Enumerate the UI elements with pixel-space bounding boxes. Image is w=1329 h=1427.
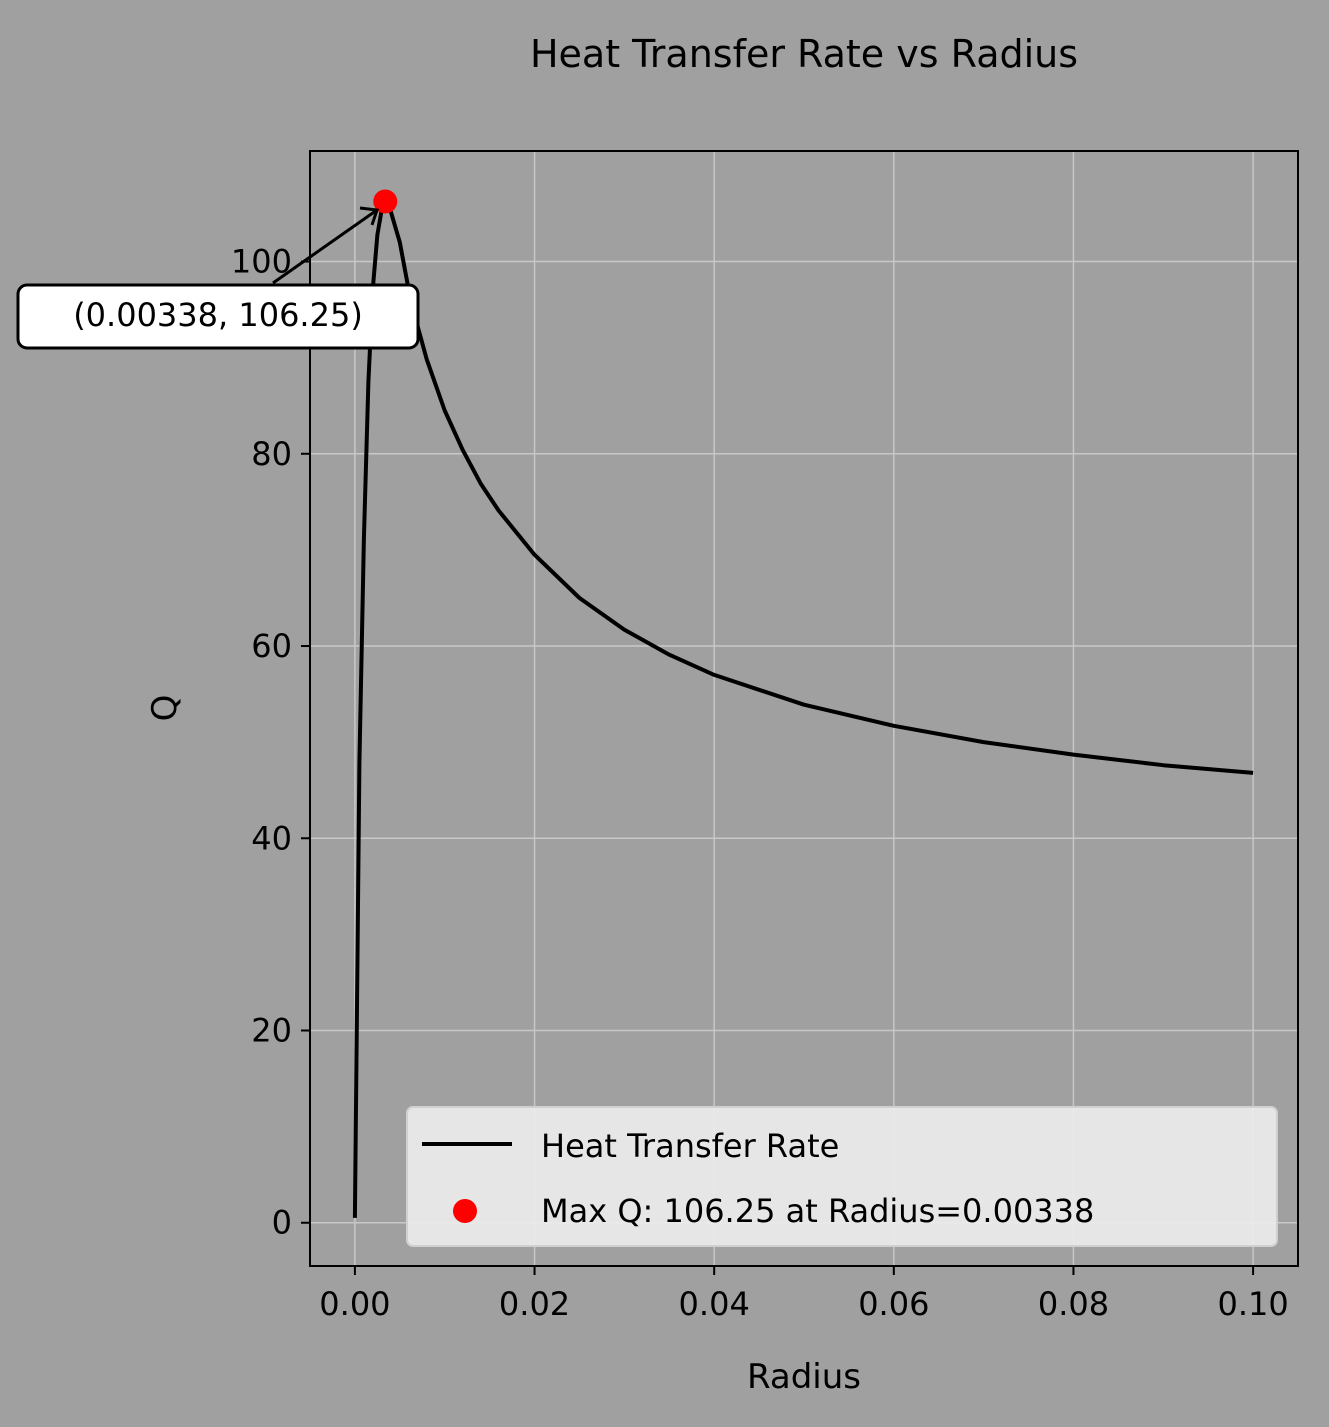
y-tick-label: 60 <box>251 627 292 665</box>
y-tick-label: 20 <box>251 1012 292 1050</box>
series-layer <box>352 189 1254 1218</box>
x-axis-label: Radius <box>747 1357 861 1397</box>
plot-frame <box>309 150 1299 1267</box>
annotation-text: (0.00338, 106.25) <box>73 296 363 334</box>
y-tick-label: 80 <box>251 435 292 473</box>
x-tick-label: 0.08 <box>1038 1285 1109 1323</box>
y-tick-label: 100 <box>231 243 292 281</box>
x-tick-label: 0.02 <box>499 1285 570 1323</box>
y-tick-label: 40 <box>251 819 292 857</box>
legend: Heat Transfer Rate Max Q: 106.25 at Radi… <box>406 1106 1278 1247</box>
legend-label-max-q: Max Q: 106.25 at Radius=0.00338 <box>541 1192 1094 1230</box>
max-q-point <box>373 189 398 214</box>
legend-label-heat-transfer-rate: Heat Transfer Rate <box>541 1127 839 1165</box>
series-line-heat-transfer-rate <box>352 199 1254 1218</box>
x-tick-label: 0.04 <box>679 1285 750 1323</box>
x-tick-label: 0.10 <box>1217 1285 1288 1323</box>
annotation: (0.00338, 106.25) <box>16 206 420 350</box>
y-axis-label: Q <box>145 695 185 722</box>
chart-title: Heat Transfer Rate vs Radius <box>530 32 1078 76</box>
grid <box>310 151 1298 1266</box>
annotation-arrow <box>272 208 378 285</box>
x-tick-label: 0.00 <box>319 1285 390 1323</box>
legend-marker-swatch <box>453 1199 477 1223</box>
annotation-box <box>16 283 420 350</box>
y-tick-label: 0 <box>272 1204 292 1242</box>
x-tick-label: 0.06 <box>858 1285 929 1323</box>
annotation-arrowhead <box>359 206 380 226</box>
axis-ticks: 0.00 0.02 0.04 0.06 0.08 0.10 0 20 40 60 80 100 <box>231 243 1289 1323</box>
legend-box <box>406 1106 1278 1247</box>
